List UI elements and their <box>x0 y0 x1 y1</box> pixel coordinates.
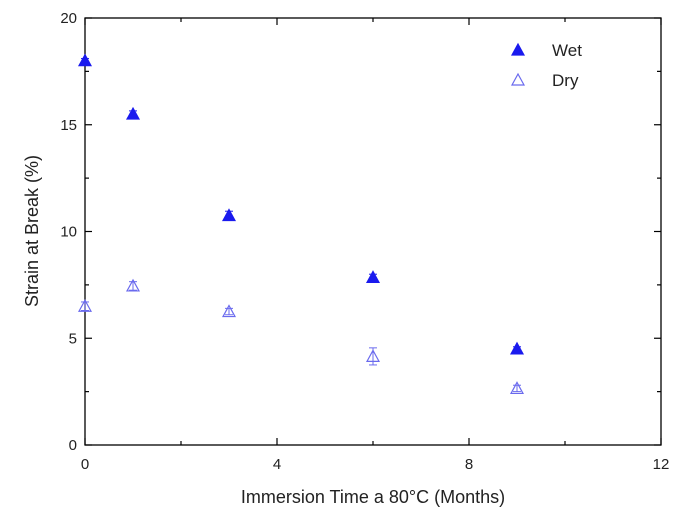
y-tick-label: 10 <box>60 224 77 241</box>
data-marks <box>77 53 525 395</box>
dry-point <box>125 278 141 292</box>
y-tick-label: 15 <box>60 117 77 134</box>
wet-point <box>125 106 141 120</box>
y-tick-label: 0 <box>69 437 77 454</box>
legend: Wet Dry <box>510 41 582 90</box>
legend-wet-label: Wet <box>552 41 582 60</box>
dry-point <box>77 298 93 312</box>
x-axis-title: Immersion Time a 80°C (Months) <box>241 487 505 507</box>
dry-point <box>221 304 237 318</box>
legend-dry-label: Dry <box>552 71 579 90</box>
legend-wet-marker <box>510 42 526 56</box>
y-tick-label: 5 <box>69 330 77 347</box>
x-tick-label: 0 <box>81 456 89 473</box>
legend-dry-marker <box>510 72 526 86</box>
x-tick-label: 8 <box>465 456 473 473</box>
y-axis-title: Strain at Break (%) <box>22 155 42 307</box>
dry-point <box>509 381 525 395</box>
wet-point <box>221 208 237 222</box>
y-tick-label: 20 <box>60 10 77 27</box>
x-tick-label: 12 <box>653 456 670 473</box>
plot-area <box>84 17 662 446</box>
x-tick-label: 4 <box>273 456 281 473</box>
wet-point <box>365 270 381 284</box>
wet-point <box>77 53 93 67</box>
tick-labels: 0 4 8 12 0 5 10 15 20 <box>60 10 669 473</box>
dry-point <box>365 349 381 362</box>
axis-ticks <box>84 17 662 446</box>
wet-point <box>509 341 525 355</box>
